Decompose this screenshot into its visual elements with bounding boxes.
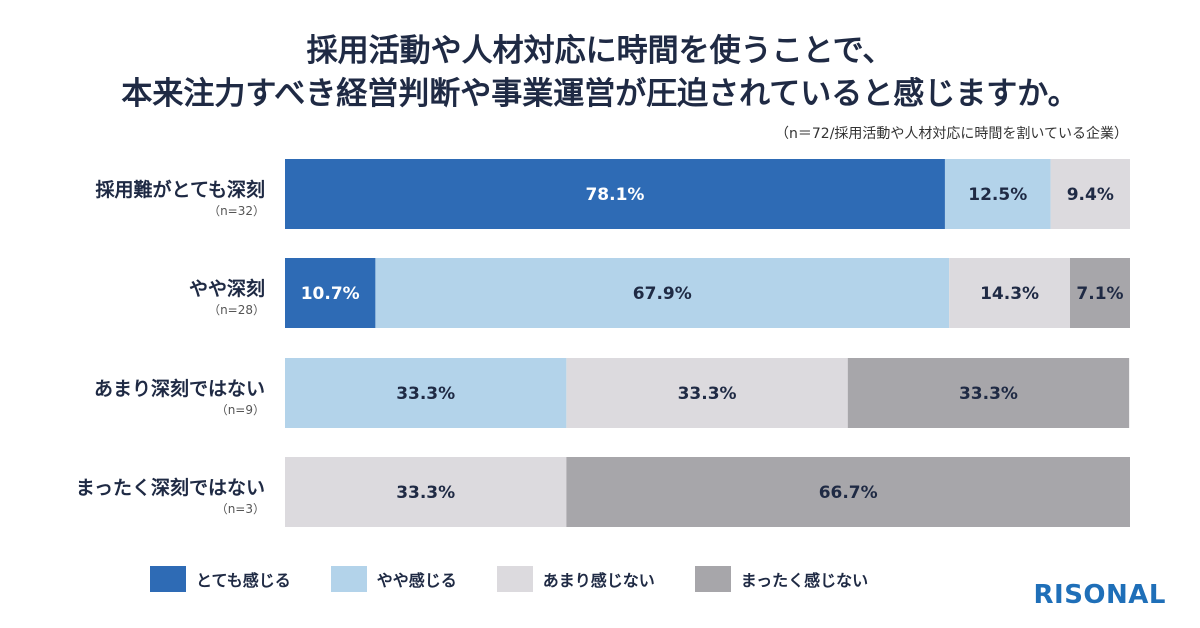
risonal-logo: RISONAL: [1033, 580, 1166, 610]
data-label: 9.4%: [1067, 185, 1114, 205]
category-label: まったく深刻ではない: [76, 476, 265, 499]
title-line-2: 本来注力すべき経営判断や事業運営が圧迫されていると感じますか。: [121, 76, 1079, 112]
legend-item: あまり感じない: [496, 566, 655, 592]
legend-item: とても感じる: [150, 566, 291, 592]
bar-segment: [285, 358, 567, 428]
bar-segment: [944, 159, 1051, 229]
data-label: 78.1%: [585, 185, 644, 205]
bar-segment: [1070, 258, 1130, 328]
data-label: 10.7%: [301, 284, 360, 304]
data-label: 33.3%: [959, 384, 1018, 404]
legend: とても感じる やや感じる あまり感じない まったく感じない: [150, 566, 908, 592]
legend-swatch: [496, 566, 533, 592]
legend-label: あまり感じない: [542, 571, 655, 590]
legend-label: まったく感じない: [740, 571, 869, 590]
legend-swatch: [694, 566, 731, 592]
legend-swatch: [150, 566, 186, 592]
legend-item: やや感じる: [330, 566, 457, 592]
data-label: 66.7%: [819, 483, 878, 503]
category-label: あまり深刻ではない: [94, 377, 265, 400]
chart-title: 採用活動や人材対応に時間を使うことで、 本来注力すべき経営判断や事業運営が圧迫さ…: [0, 30, 1200, 116]
data-label: 12.5%: [968, 185, 1027, 205]
bar-segment: [566, 457, 1130, 527]
legend-item: まったく感じない: [694, 566, 869, 592]
bar-segment: [285, 258, 376, 328]
category-n-label: （n=9）: [216, 403, 265, 417]
category-label: やや深刻: [189, 277, 265, 300]
legend-label: やや感じる: [376, 571, 457, 590]
bar-segment: [285, 159, 945, 229]
data-label: 67.9%: [633, 284, 692, 304]
category-n-label: （n=3）: [216, 502, 265, 516]
bar-segment: [375, 258, 950, 328]
legend-swatch: [330, 566, 367, 592]
bar-segment: [949, 258, 1071, 328]
bar-segment: [1050, 159, 1130, 229]
data-label: 33.3%: [396, 384, 455, 404]
category-n-label: （n=28）: [208, 303, 265, 317]
data-label: 14.3%: [980, 284, 1039, 304]
bar-segment: [566, 358, 848, 428]
data-label: 7.1%: [1076, 284, 1123, 304]
sample-note: （n＝72/採用活動や人材対応に時間を割いている企業）: [775, 126, 1128, 142]
bar-segment: [847, 358, 1130, 428]
category-n-label: （n=32）: [208, 204, 265, 218]
bar-segment: [285, 457, 567, 527]
data-label: 33.3%: [396, 483, 455, 503]
category-label: 採用難がとても深刻: [96, 178, 265, 201]
title-line-1: 採用活動や人材対応に時間を使うことで、: [306, 33, 894, 69]
legend-label: とても感じる: [196, 571, 291, 590]
data-label: 33.3%: [678, 384, 737, 404]
